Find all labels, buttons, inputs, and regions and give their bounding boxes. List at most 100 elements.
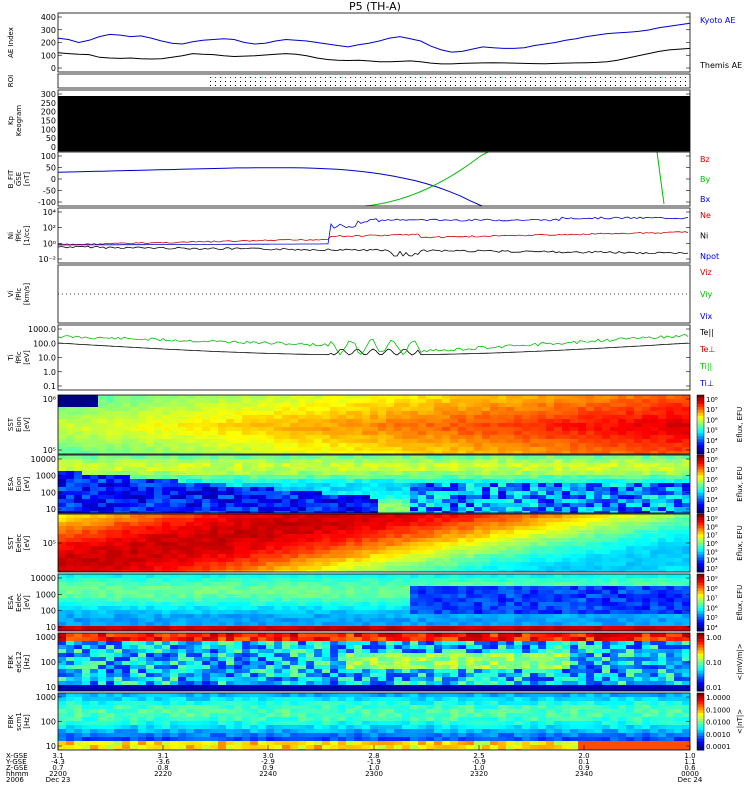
spectrogram-cell bbox=[234, 423, 242, 427]
spectrogram-cell bbox=[274, 574, 282, 578]
spectrogram-cell bbox=[426, 471, 434, 475]
spectrogram-cell bbox=[330, 471, 338, 475]
spectrogram-cell bbox=[386, 538, 394, 542]
spectrogram-cell bbox=[130, 439, 138, 443]
spectrogram-cell bbox=[354, 522, 362, 526]
spectrogram-cell bbox=[114, 499, 122, 503]
spectrogram bbox=[58, 514, 690, 572]
spectrogram-cell bbox=[658, 514, 666, 518]
spectrogram-cell bbox=[370, 415, 378, 419]
spectrogram-cell bbox=[658, 522, 666, 526]
spectrogram-cell bbox=[538, 411, 546, 415]
spectrogram-cell bbox=[562, 439, 570, 443]
spectrogram-cell bbox=[162, 558, 170, 562]
spectrogram-cell bbox=[226, 467, 234, 471]
spectrogram-cell bbox=[674, 479, 682, 483]
spectrogram-cell bbox=[522, 566, 530, 570]
spectrogram-cell bbox=[346, 511, 354, 513]
spectrogram-cell bbox=[522, 447, 530, 451]
spectrogram-cell bbox=[674, 546, 682, 550]
spectrogram-cell bbox=[154, 526, 162, 530]
spectrogram-cell bbox=[370, 399, 378, 403]
spectrogram-cell bbox=[178, 538, 186, 542]
spectrogram-cell bbox=[90, 427, 98, 431]
spectrogram-cell bbox=[506, 471, 514, 475]
spectrogram-cell bbox=[370, 427, 378, 431]
spectrogram-cell bbox=[162, 542, 170, 546]
spectrogram-cell bbox=[498, 538, 506, 542]
spectrogram-cell bbox=[618, 435, 626, 439]
spectrogram-cell bbox=[682, 399, 690, 403]
spectrogram-cell bbox=[338, 479, 346, 483]
spectrogram-cell bbox=[666, 427, 674, 431]
spectrogram-cell bbox=[490, 622, 498, 626]
spectrogram-cell bbox=[506, 483, 514, 487]
spectrogram-cell bbox=[170, 495, 178, 499]
roi-dot bbox=[290, 77, 291, 78]
spectrogram-cell bbox=[354, 423, 362, 427]
spectrogram-cell bbox=[162, 487, 170, 491]
spectrogram-cell bbox=[330, 522, 338, 526]
spectrogram-cell bbox=[466, 518, 474, 522]
spectrogram-cell bbox=[282, 451, 290, 454]
spectrogram-cell bbox=[466, 503, 474, 507]
spectrogram-cell bbox=[514, 586, 522, 590]
roi-dot bbox=[515, 85, 516, 86]
spectrogram-cell bbox=[202, 435, 210, 439]
spectrogram-cell bbox=[234, 590, 242, 594]
roi-dot bbox=[370, 85, 371, 86]
spectrogram-cell bbox=[442, 427, 450, 431]
spectrogram-cell bbox=[586, 471, 594, 475]
spectrogram-cell bbox=[282, 403, 290, 407]
colorbar-cell bbox=[697, 492, 704, 497]
spectrogram-cell bbox=[562, 554, 570, 558]
spectrogram-cell bbox=[90, 570, 98, 572]
spectrogram-cell bbox=[386, 566, 394, 570]
y-tick-label: 300 bbox=[41, 90, 56, 99]
spectrogram-cell bbox=[170, 626, 178, 630]
spectrogram-cell bbox=[194, 499, 202, 503]
spectrogram-cell bbox=[298, 594, 306, 598]
spectrogram-cell bbox=[522, 455, 530, 459]
spectrogram-cell bbox=[418, 542, 426, 546]
spectrogram-cell bbox=[146, 427, 154, 431]
spectrogram-cell bbox=[354, 590, 362, 594]
spectrogram-cell bbox=[466, 550, 474, 554]
spectrogram-cell bbox=[306, 431, 314, 435]
spectrogram-cell bbox=[602, 511, 610, 513]
spectrogram-cell bbox=[634, 534, 642, 538]
spectrogram-cell bbox=[138, 542, 146, 546]
spectrogram-cell bbox=[522, 574, 530, 578]
spectrogram-cell bbox=[178, 578, 186, 582]
spectrogram-cell bbox=[634, 570, 642, 572]
spectrogram-cell bbox=[234, 435, 242, 439]
spectrogram-cell bbox=[90, 522, 98, 526]
spectrogram-cell bbox=[434, 630, 442, 631]
roi-dot bbox=[440, 77, 441, 78]
spectrogram-cell bbox=[194, 439, 202, 443]
roi-dot bbox=[310, 85, 311, 86]
spectrogram-cell bbox=[370, 606, 378, 610]
spectrogram-cell bbox=[66, 483, 74, 487]
spectrogram-cell bbox=[666, 467, 674, 471]
spectrogram-cell bbox=[538, 522, 546, 526]
spectrogram-cell bbox=[138, 439, 146, 443]
colorbar-cell bbox=[697, 455, 704, 459]
spectrogram-cell bbox=[394, 399, 402, 403]
spectrogram-cell bbox=[650, 395, 658, 399]
spectrogram-cell bbox=[402, 582, 410, 586]
spectrogram-cell bbox=[530, 463, 538, 467]
spectrogram-cell bbox=[650, 507, 658, 511]
spectrogram-cell bbox=[378, 538, 386, 542]
spectrogram-cell bbox=[578, 415, 586, 419]
spectrogram-cell bbox=[218, 610, 226, 614]
spectrogram-cell bbox=[314, 483, 322, 487]
spectrogram-cell bbox=[66, 403, 74, 407]
spectrogram-cell bbox=[154, 598, 162, 602]
spectrogram-cell bbox=[106, 495, 114, 499]
spectrogram-cell bbox=[586, 530, 594, 534]
spectrogram-cell bbox=[418, 614, 426, 618]
spectrogram-cell bbox=[530, 590, 538, 594]
roi-dot bbox=[390, 77, 391, 78]
spectrogram-cell bbox=[194, 622, 202, 626]
